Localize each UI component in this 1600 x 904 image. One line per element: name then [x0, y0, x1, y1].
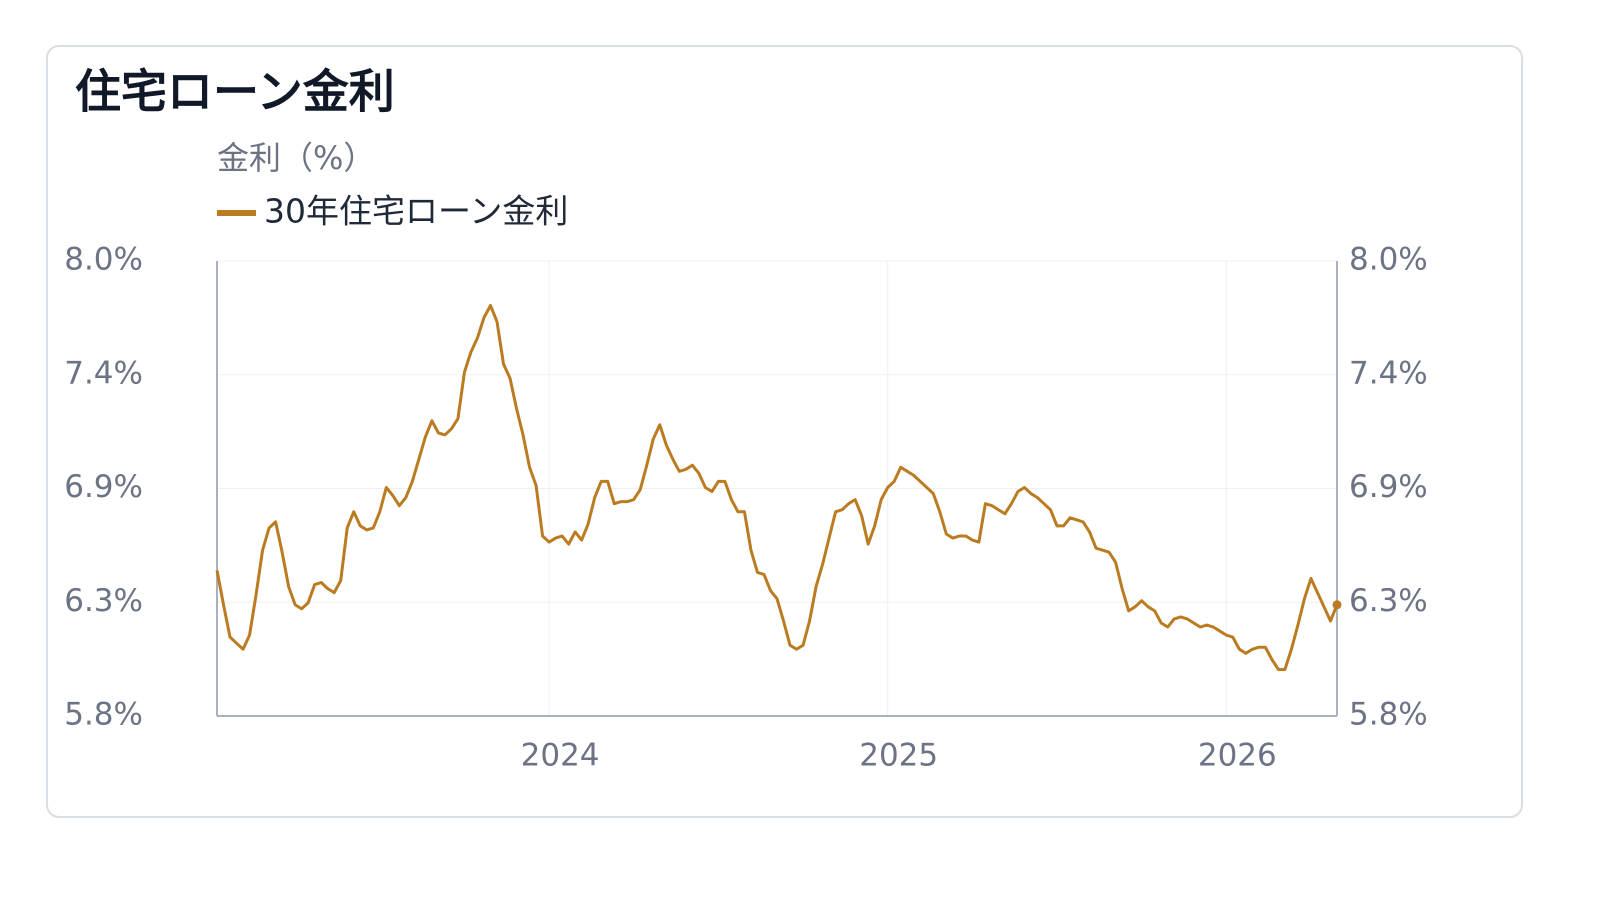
y-tick-label: 6.9% — [64, 469, 143, 505]
last-point — [1332, 600, 1342, 610]
y2-tick-label: 6.3% — [1349, 583, 1428, 619]
legend-label: 30年住宅ローン金利 — [264, 192, 568, 231]
y-tick-label: 5.8% — [64, 697, 143, 733]
chart-title: 住宅ローン金利 — [75, 65, 395, 119]
series-line — [215, 303, 1339, 671]
y-tick-label: 6.3% — [64, 583, 143, 619]
y2-tick-label: 8.0% — [1349, 242, 1428, 278]
y2-tick-label: 7.4% — [1349, 355, 1428, 391]
x-tick-label: 2024 — [521, 738, 600, 774]
card — [46, 45, 1523, 818]
y-axis-label: 金利（%） — [217, 139, 375, 177]
x-tick-label: 2026 — [1198, 738, 1277, 774]
y-tick-label: 7.4% — [64, 355, 143, 391]
y2-tick-label: 5.8% — [1349, 697, 1428, 733]
x-tick-label: 2025 — [859, 738, 938, 774]
y2-tick-label: 6.9% — [1349, 469, 1428, 505]
y-tick-label: 8.0% — [64, 242, 143, 278]
